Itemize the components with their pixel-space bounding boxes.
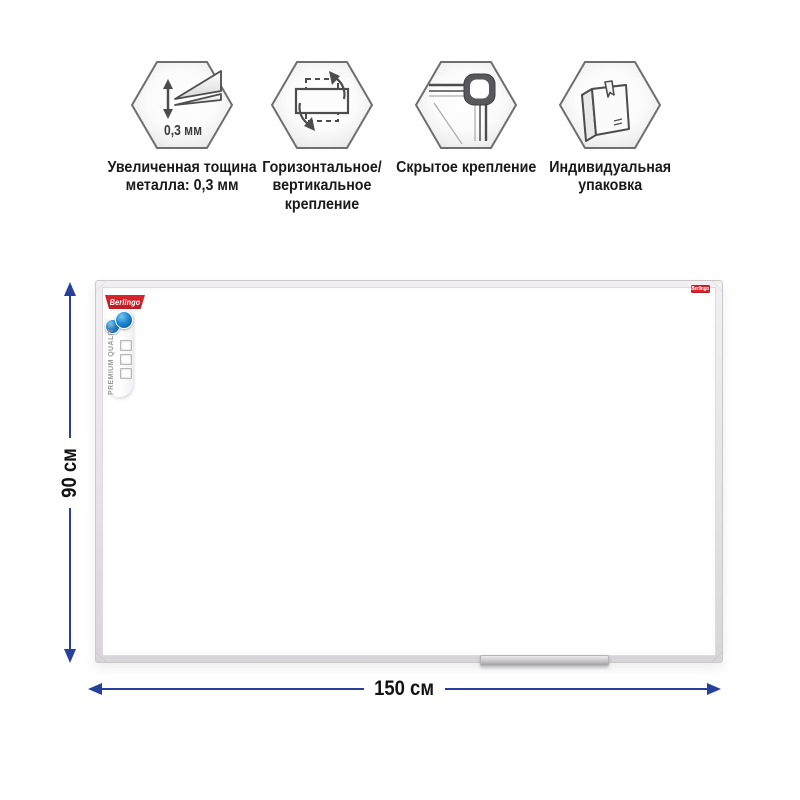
rotate-orientation-icon — [270, 61, 374, 149]
brand-logo-text: Berlingo — [109, 297, 141, 307]
width-dimension: 150 см — [88, 677, 721, 700]
quality-badge-icon — [115, 311, 133, 329]
dimension-line — [68, 507, 72, 649]
marker-tray — [480, 655, 609, 666]
frame-miter — [712, 652, 722, 662]
dimension-line — [68, 296, 72, 438]
whiteboard: Berlingo PREMIUM QUALITY Berlingo — [95, 280, 723, 666]
spec-icon — [120, 368, 132, 379]
width-value: 150 см — [374, 677, 435, 700]
arrow-down-icon — [64, 649, 76, 663]
frame-miter — [712, 281, 722, 291]
feature-hidden-mount: Скрытое крепление — [386, 59, 546, 177]
frame-miter — [96, 652, 106, 662]
feature-packaging: Индивидуальная упаковка — [530, 59, 690, 196]
feature-label: Увеличенная тощина металла: 0,3 мм — [107, 159, 257, 195]
berlingo-logo-banner: Berlingo — [105, 295, 145, 309]
arrow-up-icon — [64, 282, 76, 296]
premium-quality-text: PREMIUM QUALITY — [108, 323, 115, 395]
feature-metal-thickness: 0,3 мм Увеличенная тощина металла: 0,3 м… — [102, 59, 262, 196]
whiteboard-surface: Berlingo PREMIUM QUALITY Berlingo — [102, 285, 716, 656]
spec-icons — [120, 340, 132, 379]
frame-miter — [96, 281, 106, 291]
feature-label: Индивидуальная упаковка — [549, 159, 671, 195]
sheet-thickness-icon: 0,3 мм — [130, 61, 234, 149]
arrow-right-icon — [707, 683, 721, 695]
thickness-value: 0,3 мм — [164, 122, 202, 139]
corner-logo-text: Berlingo — [691, 286, 710, 292]
spec-icon — [120, 340, 132, 351]
packaging-box-icon — [558, 61, 662, 149]
dimension-line — [444, 687, 707, 691]
feature-label: Горизонтальное/ вертикальное крепление — [262, 159, 382, 213]
feature-orientation: Горизонтальное/ вертикальное крепление — [242, 59, 402, 214]
height-value: 90 см — [58, 447, 82, 498]
arrow-left-icon — [88, 683, 102, 695]
berlingo-corner-logo: Berlingo — [691, 285, 710, 293]
premium-quality-label: PREMIUM QUALITY — [105, 309, 133, 397]
dimension-line — [102, 687, 365, 691]
spec-icon — [120, 354, 132, 365]
feature-label: Скрытое крепление — [395, 159, 537, 176]
height-dimension: 90 см — [58, 282, 82, 663]
hidden-corner-mount-icon — [414, 61, 518, 149]
